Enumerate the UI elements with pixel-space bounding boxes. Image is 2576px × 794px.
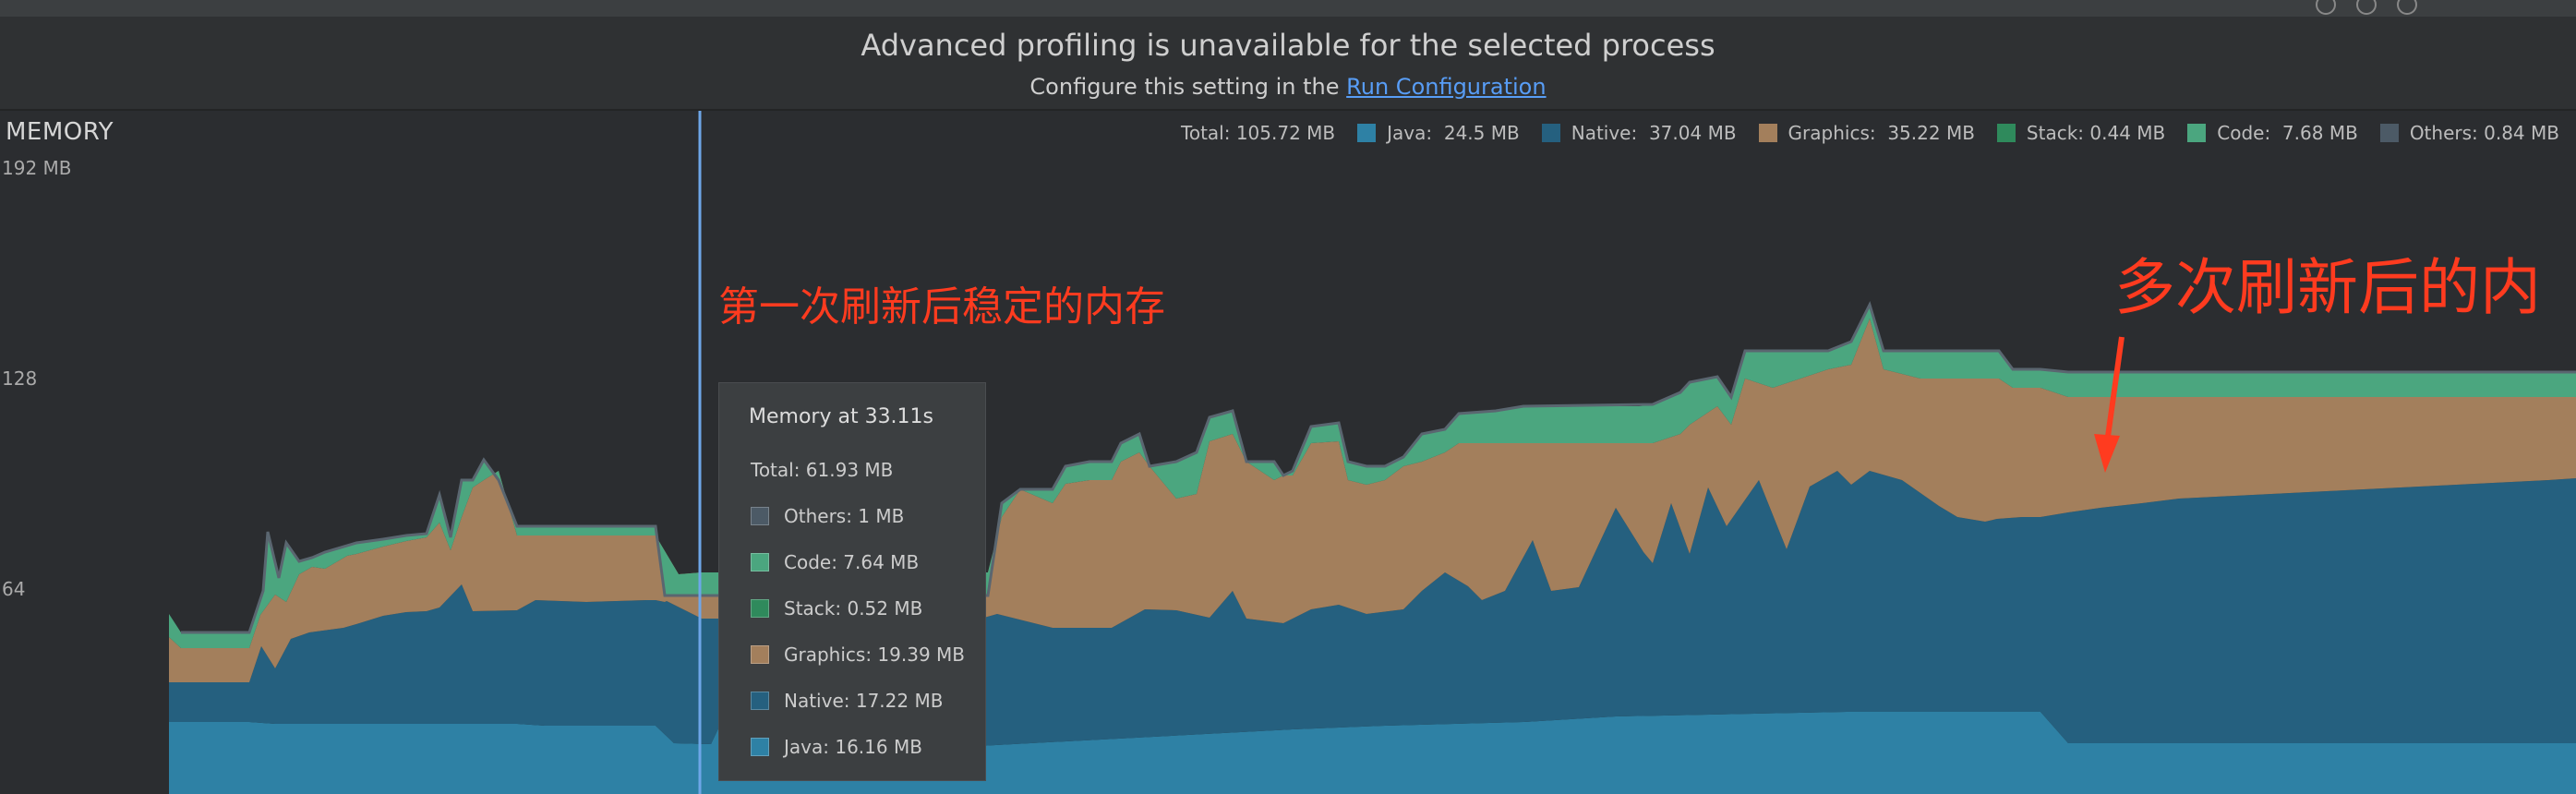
tooltip-graphics-swatch-icon xyxy=(751,645,769,664)
legend-code-swatch-icon xyxy=(2187,124,2207,142)
annotation-first-refresh: 第一次刷新后稳定的内存 xyxy=(718,283,1165,331)
y-axis-label-192: 192 MB xyxy=(2,157,72,179)
tooltip-code-swatch-icon xyxy=(751,553,769,571)
legend-stack-label: Stack: xyxy=(2026,122,2085,144)
legend-graphics-value: 35.22 MB xyxy=(1875,122,1975,144)
annotation-multi-refresh: 多次刷新后的内 xyxy=(2114,252,2541,323)
tooltip-total: Total: 61.93 MB xyxy=(751,459,894,481)
top-toolbar xyxy=(0,0,2576,18)
tooltip-stack-label: Stack: 0.52 MB xyxy=(784,597,923,620)
tooltip-others-label: Others: 1 MB xyxy=(784,505,905,527)
legend-java-swatch-icon xyxy=(1357,124,1377,142)
tooltip-others-swatch-icon xyxy=(751,507,769,525)
tooltip-row-native: Native: 17.22 MB xyxy=(751,690,943,712)
tooltip-row-java: Java: 16.16 MB xyxy=(751,736,922,758)
profiling-banner: Advanced profiling is unavailable for th… xyxy=(0,17,2576,111)
others-line xyxy=(181,300,2576,634)
memory-tooltip: Memory at 33.11s Total: 61.93 MB Others:… xyxy=(718,382,986,781)
memory-legend: Total: 105.72 MB Java: 24.5 MB Native: 3… xyxy=(1181,122,2559,144)
banner-subtitle: Configure this setting in the Run Config… xyxy=(0,74,2576,100)
legend-native-label: Native: xyxy=(1571,122,1638,144)
legend-native-value: 37.04 MB xyxy=(1637,122,1737,144)
legend-code-label: Code: xyxy=(2217,122,2271,144)
legend-total: Total: 105.72 MB xyxy=(1181,122,1336,144)
legend-graphics-label: Graphics: xyxy=(1788,122,1876,144)
banner-title: Advanced profiling is unavailable for th… xyxy=(861,28,1715,63)
banner-subtitle-text: Configure this setting in the xyxy=(1029,74,1347,100)
tooltip-row-others: Others: 1 MB xyxy=(751,505,904,527)
tooltip-code-label: Code: 7.64 MB xyxy=(784,551,920,573)
legend-others-value: 0.84 MB xyxy=(2477,122,2559,144)
tooltip-native-label: Native: 17.22 MB xyxy=(784,690,944,712)
tooltip-row-graphics: Graphics: 19.39 MB xyxy=(751,644,965,666)
tooltip-title: Memory at 33.11s xyxy=(749,405,934,428)
toolbar-button-icon[interactable] xyxy=(2397,0,2417,15)
legend-others-label: Others: xyxy=(2409,122,2478,144)
toolbar-button-icon[interactable] xyxy=(2356,0,2377,15)
toolbar-button-icon[interactable] xyxy=(2316,0,2336,15)
tooltip-graphics-label: Graphics: 19.39 MB xyxy=(784,644,966,666)
y-axis-label-128: 128 xyxy=(2,367,38,390)
tooltip-row-code: Code: 7.64 MB xyxy=(751,551,919,573)
annotation-arrow xyxy=(2094,336,2125,473)
tooltip-java-label: Java: 16.16 MB xyxy=(784,736,922,758)
legend-stack-value: 0.44 MB xyxy=(2084,122,2166,144)
run-configuration-link[interactable]: Run Configuration xyxy=(1346,74,1547,100)
tooltip-stack-swatch-icon xyxy=(751,599,769,618)
legend-native-swatch-icon xyxy=(1541,124,1560,142)
legend-stack-swatch-icon xyxy=(1996,124,2016,142)
y-axis-label-64: 64 xyxy=(2,578,26,600)
tooltip-native-swatch-icon xyxy=(751,692,769,710)
code-area xyxy=(169,305,2576,648)
tooltip-row-stack: Stack: 0.52 MB xyxy=(751,597,922,620)
memory-section-title: MEMORY xyxy=(6,118,114,146)
legend-code-value: 7.68 MB xyxy=(2270,122,2358,144)
legend-others-swatch-icon xyxy=(2379,124,2399,142)
tooltip-java-swatch-icon xyxy=(751,738,769,756)
legend-java-label: Java: xyxy=(1387,122,1433,144)
legend-graphics-swatch-icon xyxy=(1758,124,1777,142)
memory-chart[interactable] xyxy=(0,111,2576,794)
legend-java-value: 24.5 MB xyxy=(1432,122,1520,144)
